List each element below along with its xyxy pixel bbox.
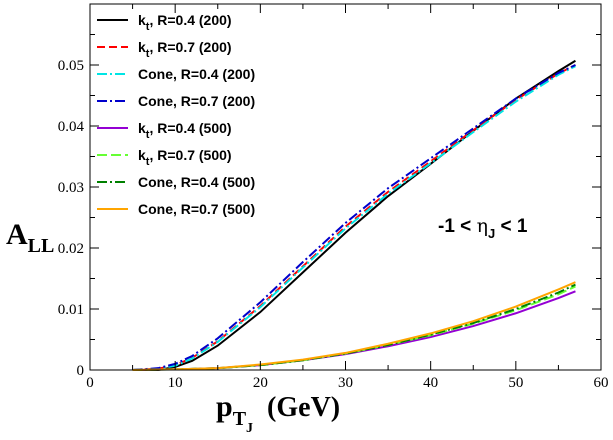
- annotation: -1 < ηJ < 1: [438, 215, 528, 241]
- axis-labels: ALL pTJ(GeV): [6, 218, 340, 436]
- legend-label: Cone, R=0.7 (200): [138, 93, 255, 109]
- y-tick-label: 0.03: [58, 180, 84, 196]
- y-tick-label: 0.05: [58, 58, 84, 74]
- x-tick-label: 10: [168, 375, 183, 391]
- x-tick-label: 60: [594, 375, 609, 391]
- y-tick-label: 0.01: [58, 302, 84, 318]
- series-line-3: [132, 65, 576, 371]
- ticks-layer: 0 10 20 30 40 50 60 0 0.01 0.02 0.03 0.04 0.05: [58, 4, 609, 391]
- x-tick-label: 0: [86, 375, 94, 391]
- series-line-1: [132, 59, 576, 371]
- legend: kt, R=0.4 (200) kt, R=0.7 (200) Cone, R=0.…: [97, 12, 255, 217]
- eta-range-annotation: -1 < ηJ < 1: [438, 215, 528, 241]
- x-axis-label: pTJ(GeV): [216, 390, 340, 436]
- series-layer: [132, 59, 576, 371]
- x-tick-label: 30: [338, 375, 353, 391]
- series-line-5: [132, 290, 576, 371]
- y-tick-label: 0.02: [58, 241, 84, 257]
- y-tick-label: 0.04: [58, 119, 85, 135]
- series-line-4: [132, 64, 576, 371]
- legend-label: Cone, R=0.4 (200): [138, 66, 255, 82]
- y-axis-label: ALL: [6, 218, 54, 257]
- legend-label: Cone, R=0.7 (500): [138, 201, 255, 217]
- legend-label: kt, R=0.4 (500): [138, 120, 232, 141]
- legend-label: kt, R=0.4 (200): [138, 12, 232, 33]
- y-tick-label: 0: [77, 363, 85, 379]
- legend-label: kt, R=0.7 (500): [138, 147, 232, 168]
- series-line-8: [132, 281, 576, 371]
- x-tick-label: 50: [508, 375, 523, 391]
- legend-label: kt, R=0.7 (200): [138, 39, 232, 60]
- legend-label: Cone, R=0.4 (500): [138, 174, 255, 190]
- x-tick-label: 20: [253, 375, 268, 391]
- x-tick-label: 40: [423, 375, 438, 391]
- series-line-2: [132, 64, 576, 371]
